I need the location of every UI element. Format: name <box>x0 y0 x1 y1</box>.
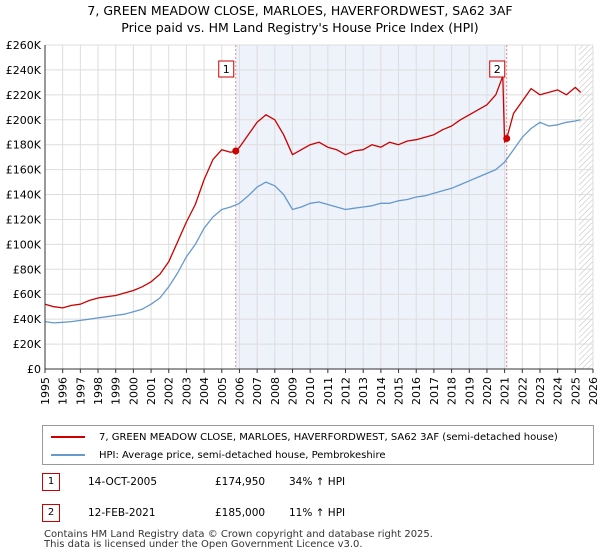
y-tick-label: £0 <box>27 363 41 376</box>
x-tick-label: 1997 <box>74 377 87 405</box>
forecast-hatched-region <box>578 45 593 369</box>
y-tick-label: £20K <box>13 338 42 351</box>
y-tick-label: £140K <box>6 189 42 202</box>
sale-point <box>232 147 240 155</box>
x-tick-label: 2002 <box>163 377 176 405</box>
x-tick-label: 2009 <box>286 377 299 405</box>
property-price-line <box>44 75 582 309</box>
attribution-line-1: Contains HM Land Registry data © Crown c… <box>44 529 433 540</box>
x-tick-label: 2015 <box>393 377 406 405</box>
sale-hpi-change: 11% ↑ HPI <box>289 507 346 519</box>
sale-marker-box <box>218 60 235 78</box>
y-tick-label: £120K <box>6 213 42 226</box>
attribution-footer: Contains HM Land Registry data © Crown c… <box>44 530 433 550</box>
chart-plot: £0 £20K £40K £60K £80K £100K £120K £140K £160K £1… <box>6 39 600 405</box>
x-tick-label: 2016 <box>410 377 423 405</box>
x-tick-label: 2014 <box>375 377 388 405</box>
legend-label-hpi: HPI: Average price, semi-detached house,… <box>99 449 386 461</box>
attribution-line-2: This data is licensed under the Open Gov… <box>44 539 363 550</box>
x-tick-label: 2022 <box>516 377 529 405</box>
x-tick-label: 2003 <box>180 377 193 405</box>
x-tick-label: 2020 <box>481 377 494 405</box>
sale-badge: 2 <box>42 504 60 522</box>
chart-title: 7, GREEN MEADOW CLOSE, MARLOES, HAVERFOR… <box>0 2 600 36</box>
y-tick-label: £80K <box>13 263 42 276</box>
sale-date: 14-OCT-2005 <box>88 476 157 488</box>
x-tick-label: 2005 <box>216 377 229 405</box>
x-tick-label: 2008 <box>269 377 282 405</box>
x-tick-label: 2019 <box>463 377 476 405</box>
x-tick-label: 2012 <box>340 377 353 405</box>
sale-marker-box <box>489 60 506 78</box>
x-tick-label: 2001 <box>145 377 158 405</box>
x-tick-label: 2007 <box>251 377 264 405</box>
sale-badge: 1 <box>42 473 60 491</box>
x-tick-label: 2018 <box>446 377 459 405</box>
x-tick-label: 2026 <box>587 377 600 405</box>
sale-price: £185,000 <box>215 507 266 519</box>
x-tick-label: 2023 <box>534 377 547 405</box>
x-tick-label: 2017 <box>428 377 441 405</box>
x-tick-label: 1996 <box>57 377 70 405</box>
x-tick-label: 2004 <box>198 377 211 405</box>
sale-date: 12-FEB-2021 <box>88 507 156 519</box>
y-tick-label: £40K <box>13 313 42 326</box>
sale-point <box>503 134 511 142</box>
x-tick-label: 1995 <box>39 377 52 405</box>
legend-label-property: 7, GREEN MEADOW CLOSE, MARLOES, HAVERFOR… <box>99 431 558 443</box>
legend-swatch-property <box>51 436 85 438</box>
y-tick-label: £240K <box>6 64 42 77</box>
chart-legend: 7, GREEN MEADOW CLOSE, MARLOES, HAVERFOR… <box>42 425 594 465</box>
y-tick-label: £260K <box>6 39 42 52</box>
x-tick-label: 2011 <box>322 377 335 405</box>
legend-item-hpi: HPI: Average price, semi-detached house,… <box>43 446 385 464</box>
sale-marker-label: 1 <box>223 63 230 76</box>
ownership-shaded-region <box>235 45 507 369</box>
y-tick-label: £100K <box>6 238 42 251</box>
x-tick-label: 2024 <box>552 377 565 405</box>
y-tick-label: £220K <box>6 89 42 102</box>
chart-title-line-1: 7, GREEN MEADOW CLOSE, MARLOES, HAVERFOR… <box>87 3 513 18</box>
x-tick-label: 2021 <box>499 377 512 405</box>
x-tick-label: 2006 <box>233 377 246 405</box>
x-tick-label: 2010 <box>304 377 317 405</box>
x-tick-label: 1998 <box>92 377 105 405</box>
hpi-line <box>44 119 581 324</box>
legend-item-property: 7, GREEN MEADOW CLOSE, MARLOES, HAVERFOR… <box>43 428 558 446</box>
chart-title-line-2: Price paid vs. HM Land Registry's House … <box>121 20 479 35</box>
x-tick-label: 2000 <box>127 377 140 405</box>
y-tick-label: £180K <box>6 139 42 152</box>
legend-swatch-hpi <box>51 454 85 456</box>
y-tick-label: £160K <box>6 164 42 177</box>
sale-row: 2 12-FEB-2021 £185,000 11% ↑ HPI <box>42 504 372 524</box>
sale-row: 1 14-OCT-2005 £174,950 34% ↑ HPI <box>42 473 372 493</box>
y-tick-label: £60K <box>13 288 42 301</box>
y-tick-label: £200K <box>6 114 42 127</box>
sale-marker-label: 2 <box>494 63 501 76</box>
x-tick-label: 2025 <box>569 377 582 405</box>
x-tick-label: 1999 <box>110 377 123 405</box>
sale-hpi-change: 34% ↑ HPI <box>289 476 346 488</box>
x-tick-label: 2013 <box>357 377 370 405</box>
sale-price: £174,950 <box>215 476 266 488</box>
